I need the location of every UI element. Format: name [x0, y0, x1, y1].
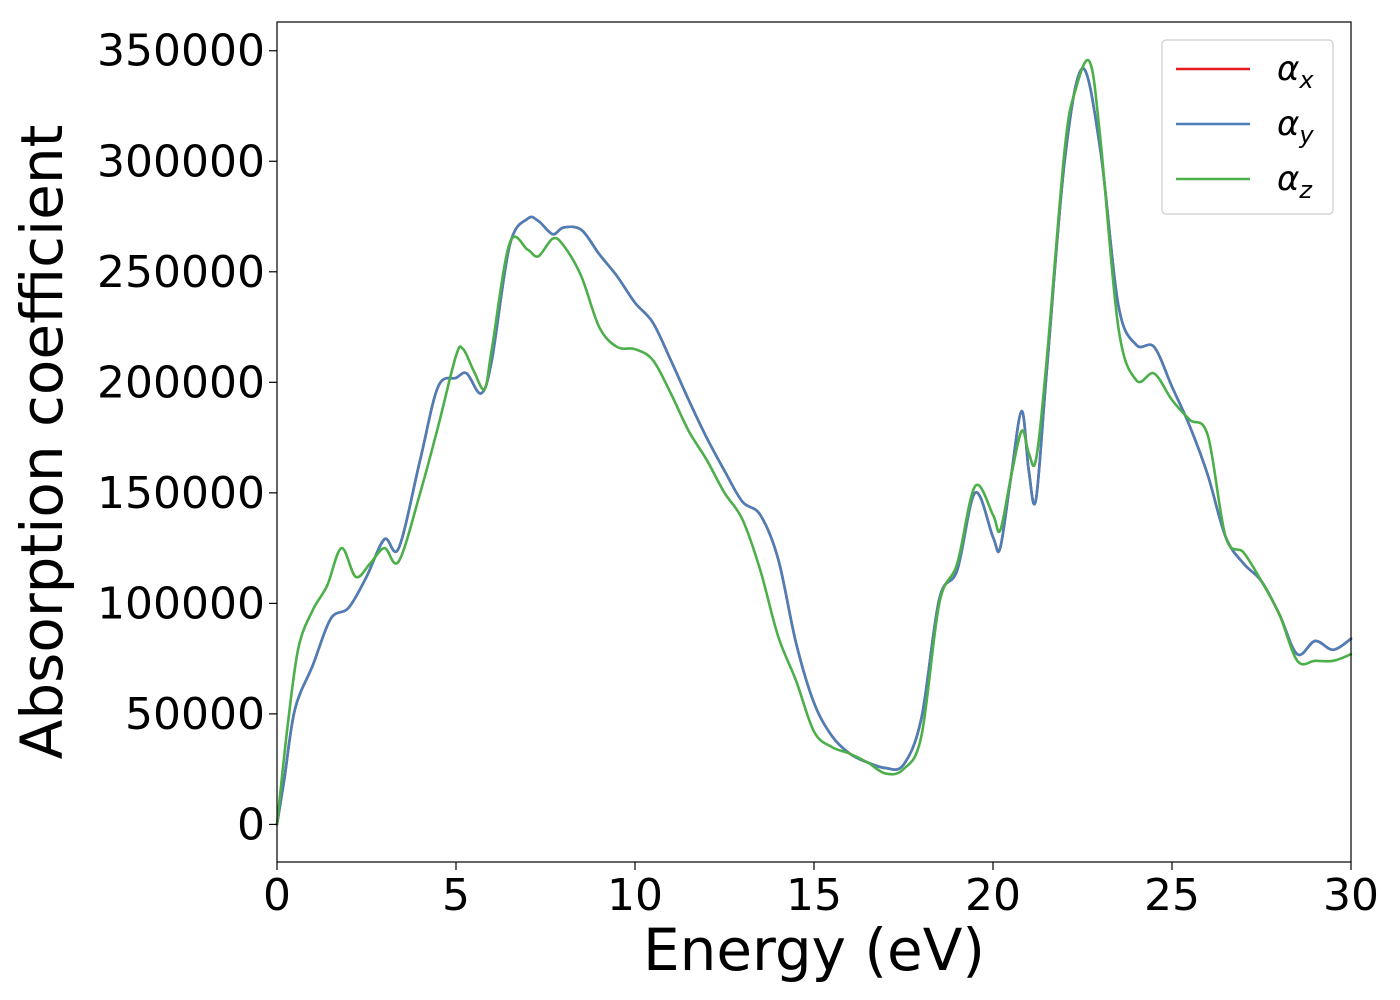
legend-label-symbol: α: [1277, 159, 1299, 199]
y-axis-title: Absorption coefficient: [8, 125, 76, 760]
x-tick-label: 10: [607, 870, 663, 921]
legend-label-subscript: z: [1298, 176, 1313, 204]
y-tick-label: 0: [237, 799, 265, 850]
legend-label-y: αy: [1277, 104, 1314, 149]
series-line-y: [275, 67, 1353, 826]
y-tick-label: 200000: [97, 357, 265, 408]
series-layer: [275, 58, 1353, 826]
x-tick-label: 25: [1144, 870, 1200, 921]
legend-box: [1161, 39, 1334, 215]
x-tick-label: 0: [263, 870, 291, 921]
x-tick-label: 5: [442, 870, 470, 921]
x-tick-label: 15: [786, 870, 842, 921]
y-tick-label: 100000: [97, 578, 265, 629]
series-line-z: [275, 58, 1353, 826]
legend-label-x: αx: [1277, 49, 1314, 94]
y-tick-label: 350000: [97, 26, 265, 77]
x-tick-label: 20: [965, 870, 1021, 921]
legend-label-subscript: x: [1298, 66, 1314, 94]
x-axis: 0 5 10 15 20 25 30: [263, 862, 1379, 921]
y-tick-label: 300000: [97, 136, 265, 187]
legend-label-subscript: y: [1298, 121, 1314, 149]
y-tick-label: 150000: [97, 468, 265, 519]
legend-label-symbol: α: [1277, 49, 1299, 89]
legend-label-z: αz: [1277, 159, 1313, 204]
x-tick-label: 30: [1323, 870, 1379, 921]
x-axis-title: Energy (eV): [643, 916, 985, 984]
y-tick-label: 50000: [125, 689, 265, 740]
legend-label-symbol: α: [1277, 104, 1299, 144]
y-tick-label: 250000: [97, 247, 265, 298]
y-axis: 0 50000 100000 150000 200000 250000 300000 3500…: [97, 26, 277, 850]
